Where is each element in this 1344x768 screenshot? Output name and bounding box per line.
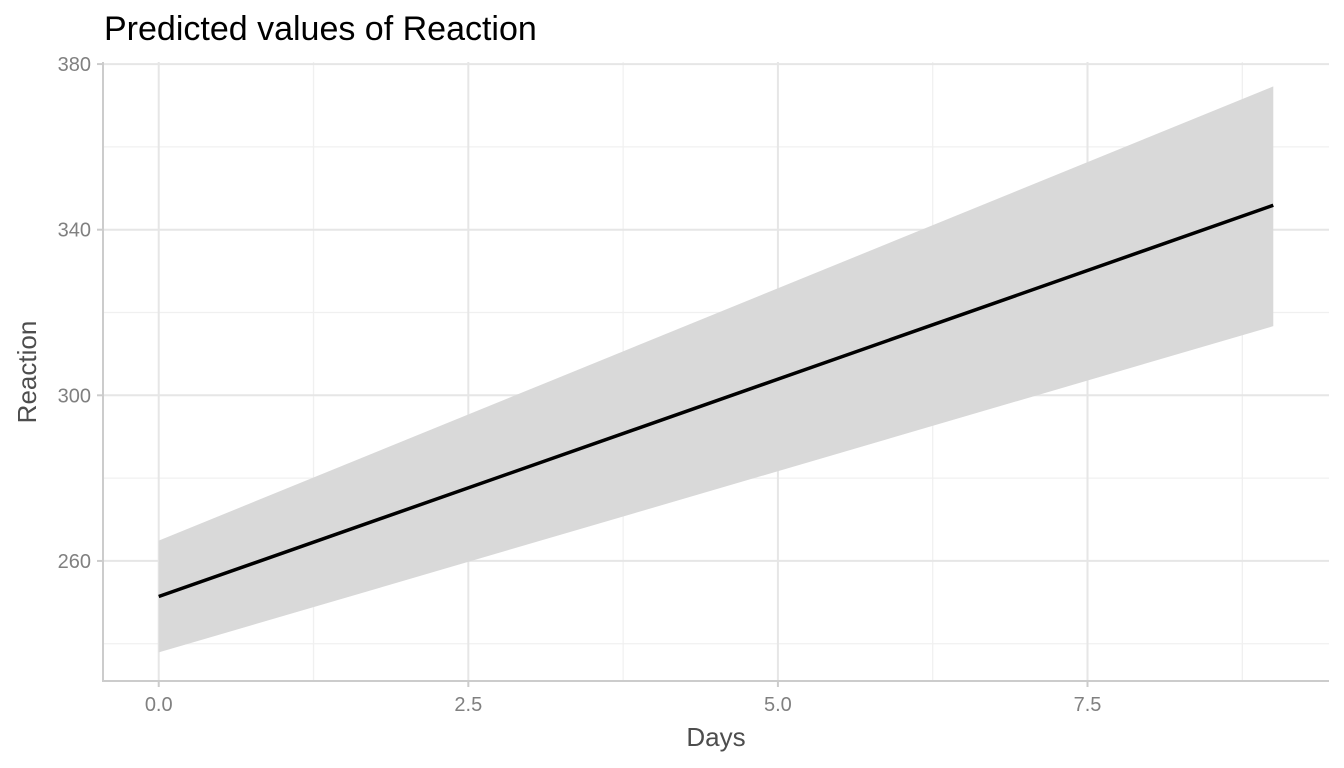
prediction-line [158,203,1274,599]
confidence-ribbon [158,86,1274,653]
y-tick-label: 300 [58,385,91,407]
prediction-line-layer [158,203,1274,599]
x-tick-label: 0.0 [145,694,173,716]
chart-title: Predicted values of Reaction [104,10,537,48]
x-axis-title: Days [686,722,745,752]
tick-labels: 0.0 2.5 5.0 7.5 260 300 340 380 [58,54,1102,716]
x-tick-label: 7.5 [1074,694,1102,716]
x-tick-label: 2.5 [454,694,482,716]
axes [97,62,1329,687]
y-axis-title: Reaction [12,321,42,424]
y-tick-label: 340 [58,220,91,242]
confidence-ribbon-layer [158,86,1274,653]
y-tick-label: 260 [58,551,91,573]
y-tick-label: 380 [58,54,91,76]
x-tick-label: 5.0 [764,694,792,716]
